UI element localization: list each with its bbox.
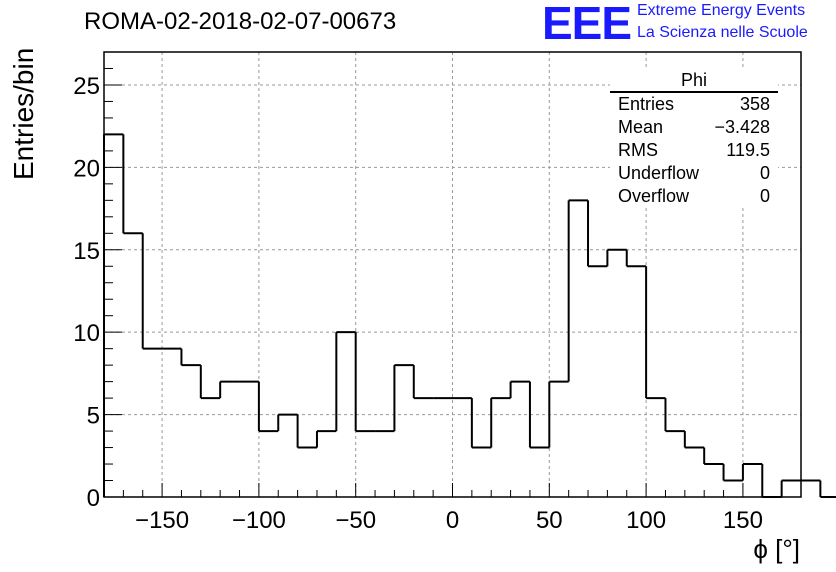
stats-row-rms: RMS 119.5 bbox=[610, 139, 778, 162]
y-tick-label: 5 bbox=[87, 403, 100, 430]
x-tick-label: −150 bbox=[135, 507, 189, 534]
stats-value: −3.428 bbox=[714, 117, 770, 137]
y-tick-label: 15 bbox=[73, 238, 100, 265]
x-axis-label: ϕ [°] bbox=[753, 534, 800, 564]
y-axis-label: Entries/bin bbox=[8, 47, 39, 180]
stats-row-overflow: Overflow 0 bbox=[610, 185, 778, 208]
stats-value: 0 bbox=[759, 163, 770, 183]
logo-line-1: Extreme Energy Events bbox=[637, 2, 806, 19]
stats-value: 119.5 bbox=[726, 140, 770, 160]
x-tick-label: −50 bbox=[335, 507, 376, 534]
y-tick-label: 20 bbox=[73, 155, 100, 182]
y-tick-label: 0 bbox=[87, 485, 100, 512]
x-tick-label: −100 bbox=[232, 507, 286, 534]
stats-value: 0 bbox=[759, 186, 770, 206]
stats-row-entries: Entries 358 bbox=[610, 93, 778, 116]
stats-row-underflow: Underflow 0 bbox=[610, 162, 778, 185]
stats-label: Underflow bbox=[618, 163, 700, 183]
x-tick-label: 100 bbox=[626, 507, 666, 534]
logo-line-2: La Scienza nelle Scuole bbox=[637, 24, 808, 41]
stats-label: Entries bbox=[618, 94, 675, 114]
stats-label: Overflow bbox=[618, 186, 690, 206]
stats-box-title: Phi bbox=[610, 70, 778, 93]
x-tick-label: 50 bbox=[536, 507, 563, 534]
x-tick-label: 0 bbox=[446, 507, 459, 534]
stats-label: Mean bbox=[618, 117, 664, 137]
stats-label: RMS bbox=[618, 140, 658, 160]
axes bbox=[103, 51, 802, 498]
y-tick-label: 10 bbox=[73, 320, 100, 347]
histogram-bars bbox=[103, 133, 836, 498]
x-tick-label: 150 bbox=[723, 507, 763, 534]
tick-labels: −150 −100 −50 0 50 100 150 0 5 10 15 20 25 bbox=[73, 73, 763, 534]
stats-value: 358 bbox=[739, 94, 770, 114]
stats-box: Phi Entries 358 Mean −3.428 RMS 119.5 Un… bbox=[610, 70, 778, 208]
y-tick-label: 25 bbox=[73, 73, 100, 100]
stats-row-mean: Mean −3.428 bbox=[610, 116, 778, 139]
plot-title: ROMA-02-2018-02-07-00673 bbox=[84, 8, 397, 35]
eee-logo: EEE bbox=[542, 0, 632, 49]
